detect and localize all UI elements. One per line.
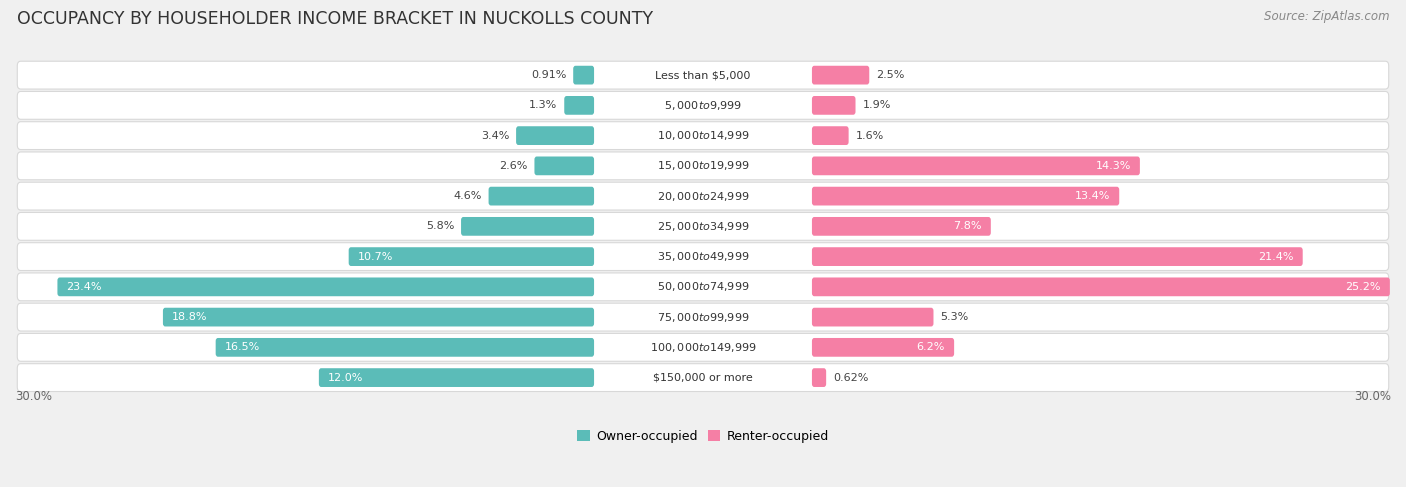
FancyBboxPatch shape	[574, 66, 595, 85]
FancyBboxPatch shape	[17, 303, 1389, 331]
Text: 10.7%: 10.7%	[359, 252, 394, 262]
FancyBboxPatch shape	[811, 217, 991, 236]
Text: Less than $5,000: Less than $5,000	[655, 70, 751, 80]
FancyBboxPatch shape	[811, 156, 1140, 175]
FancyBboxPatch shape	[17, 61, 1389, 89]
FancyBboxPatch shape	[811, 308, 934, 326]
Text: 2.5%: 2.5%	[876, 70, 904, 80]
FancyBboxPatch shape	[811, 368, 827, 387]
FancyBboxPatch shape	[811, 187, 1119, 206]
FancyBboxPatch shape	[534, 156, 595, 175]
FancyBboxPatch shape	[811, 66, 869, 85]
FancyBboxPatch shape	[461, 217, 595, 236]
FancyBboxPatch shape	[17, 152, 1389, 180]
Text: 5.8%: 5.8%	[426, 222, 454, 231]
FancyBboxPatch shape	[811, 96, 855, 115]
FancyBboxPatch shape	[319, 368, 595, 387]
FancyBboxPatch shape	[215, 338, 595, 357]
Text: 0.62%: 0.62%	[832, 373, 869, 383]
Text: $75,000 to $99,999: $75,000 to $99,999	[657, 311, 749, 323]
Text: $15,000 to $19,999: $15,000 to $19,999	[657, 159, 749, 172]
Text: 3.4%: 3.4%	[481, 131, 509, 141]
FancyBboxPatch shape	[17, 273, 1389, 301]
Text: $35,000 to $49,999: $35,000 to $49,999	[657, 250, 749, 263]
Text: 30.0%: 30.0%	[15, 390, 52, 403]
Legend: Owner-occupied, Renter-occupied: Owner-occupied, Renter-occupied	[572, 425, 834, 448]
Text: 30.0%: 30.0%	[1354, 390, 1391, 403]
FancyBboxPatch shape	[17, 364, 1389, 392]
Text: $25,000 to $34,999: $25,000 to $34,999	[657, 220, 749, 233]
Text: 7.8%: 7.8%	[953, 222, 981, 231]
Text: $50,000 to $74,999: $50,000 to $74,999	[657, 281, 749, 293]
FancyBboxPatch shape	[17, 182, 1389, 210]
Text: 25.2%: 25.2%	[1346, 282, 1381, 292]
Text: 13.4%: 13.4%	[1074, 191, 1111, 201]
Text: 5.3%: 5.3%	[941, 312, 969, 322]
FancyBboxPatch shape	[488, 187, 595, 206]
Text: 23.4%: 23.4%	[66, 282, 103, 292]
FancyBboxPatch shape	[811, 247, 1303, 266]
Text: $150,000 or more: $150,000 or more	[654, 373, 752, 383]
Text: $10,000 to $14,999: $10,000 to $14,999	[657, 129, 749, 142]
FancyBboxPatch shape	[17, 243, 1389, 270]
Text: 1.9%: 1.9%	[862, 100, 891, 111]
Text: $5,000 to $9,999: $5,000 to $9,999	[664, 99, 742, 112]
Text: OCCUPANCY BY HOUSEHOLDER INCOME BRACKET IN NUCKOLLS COUNTY: OCCUPANCY BY HOUSEHOLDER INCOME BRACKET …	[17, 10, 652, 28]
FancyBboxPatch shape	[811, 278, 1391, 296]
Text: $20,000 to $24,999: $20,000 to $24,999	[657, 189, 749, 203]
Text: 18.8%: 18.8%	[172, 312, 208, 322]
Text: 0.91%: 0.91%	[531, 70, 567, 80]
FancyBboxPatch shape	[17, 92, 1389, 119]
FancyBboxPatch shape	[811, 338, 955, 357]
FancyBboxPatch shape	[349, 247, 595, 266]
FancyBboxPatch shape	[17, 122, 1389, 150]
Text: 2.6%: 2.6%	[499, 161, 527, 171]
FancyBboxPatch shape	[811, 126, 849, 145]
FancyBboxPatch shape	[163, 308, 595, 326]
Text: 4.6%: 4.6%	[453, 191, 482, 201]
Text: Source: ZipAtlas.com: Source: ZipAtlas.com	[1264, 10, 1389, 23]
Text: 12.0%: 12.0%	[328, 373, 363, 383]
Text: $100,000 to $149,999: $100,000 to $149,999	[650, 341, 756, 354]
FancyBboxPatch shape	[58, 278, 595, 296]
Text: 6.2%: 6.2%	[917, 342, 945, 353]
FancyBboxPatch shape	[564, 96, 595, 115]
Text: 1.6%: 1.6%	[855, 131, 884, 141]
Text: 16.5%: 16.5%	[225, 342, 260, 353]
Text: 21.4%: 21.4%	[1258, 252, 1294, 262]
Text: 1.3%: 1.3%	[529, 100, 557, 111]
FancyBboxPatch shape	[17, 212, 1389, 240]
FancyBboxPatch shape	[516, 126, 595, 145]
Text: 14.3%: 14.3%	[1095, 161, 1130, 171]
FancyBboxPatch shape	[17, 334, 1389, 361]
